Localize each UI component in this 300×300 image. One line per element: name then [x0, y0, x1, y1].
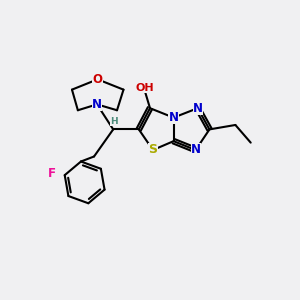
Text: N: N [92, 98, 102, 111]
Text: S: S [148, 143, 158, 157]
Text: N: N [190, 143, 201, 157]
Text: F: F [48, 167, 56, 180]
Text: N: N [169, 111, 178, 124]
Text: O: O [93, 73, 103, 86]
Text: N: N [193, 102, 203, 115]
Text: H: H [111, 117, 118, 126]
Text: OH: OH [135, 83, 154, 93]
